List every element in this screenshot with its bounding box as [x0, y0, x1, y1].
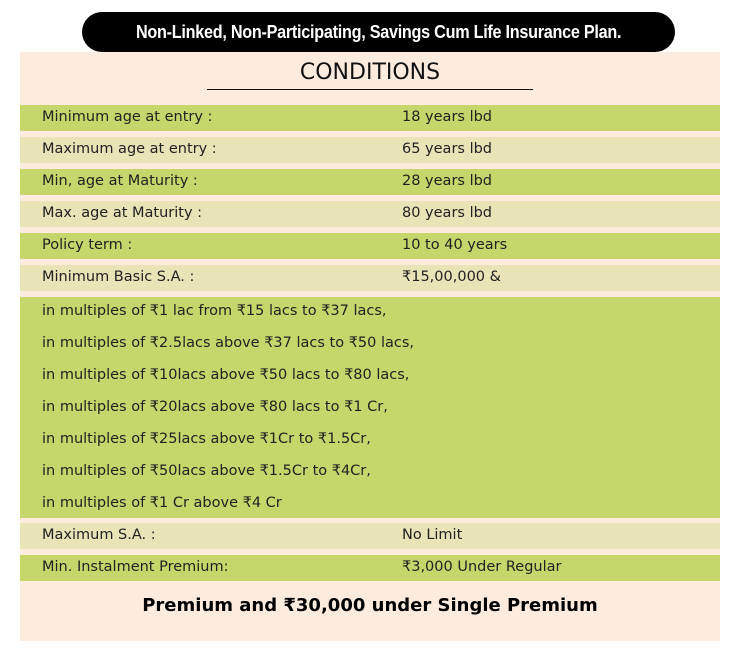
- banner-text: Non-Linked, Non-Participating, Savings C…: [135, 21, 622, 42]
- row-label: Min, age at Maturity :: [42, 173, 198, 189]
- title-underline: [207, 89, 533, 90]
- multiple-line: in multiples of ₹1 lac from ₹15 lacs to …: [42, 303, 387, 319]
- row-value: ₹3,000 Under Regular: [402, 559, 562, 575]
- row-value: ₹15,00,000 &: [402, 269, 501, 285]
- row-label: Min. Instalment Premium:: [42, 559, 229, 575]
- row-value: No Limit: [402, 527, 463, 543]
- row-value: 65 years lbd: [402, 141, 493, 157]
- row-label: Policy term :: [42, 237, 133, 253]
- row-label: Maximum age at entry :: [42, 141, 217, 157]
- condition-row: Maximum S.A. : No Limit: [20, 523, 720, 549]
- multiple-line: in multiples of ₹2.5lacs above ₹37 lacs …: [42, 335, 415, 351]
- row-value: 18 years lbd: [402, 109, 493, 125]
- multiple-line: in multiples of ₹25lacs above ₹1Cr to ₹1…: [42, 431, 371, 447]
- condition-row: Minimum age at entry : 18 years lbd: [20, 105, 720, 131]
- footer-note: Premium and ₹30,000 under Single Premium: [142, 595, 598, 616]
- plan-banner: Non-Linked, Non-Participating, Savings C…: [82, 12, 675, 52]
- row-value: 80 years lbd: [402, 205, 493, 221]
- condition-row: Min. Instalment Premium: ₹3,000 Under Reg…: [20, 555, 720, 581]
- condition-row: Maximum age at entry : 65 years lbd: [20, 137, 720, 163]
- multiple-line: in multiples of ₹20lacs above ₹80 lacs t…: [42, 399, 388, 415]
- row-label: Minimum Basic S.A. :: [42, 269, 195, 285]
- row-label: Max. age at Maturity :: [42, 205, 203, 221]
- condition-row: Minimum Basic S.A. : ₹15,00,000 &: [20, 265, 720, 291]
- conditions-panel: CONDITIONS Minimum age at entry : 18 year…: [20, 52, 720, 641]
- row-label: Maximum S.A. :: [42, 527, 156, 543]
- section-title: CONDITIONS: [299, 60, 441, 85]
- condition-row: Policy term : 10 to 40 years: [20, 233, 720, 259]
- row-value: 10 to 40 years: [402, 237, 508, 253]
- multiples-block: in multiples of ₹1 lac from ₹15 lacs to …: [20, 297, 720, 518]
- multiple-line: in multiples of ₹50lacs above ₹1.5Cr to …: [42, 463, 371, 479]
- multiple-line: in multiples of ₹10lacs above ₹50 lacs t…: [42, 367, 410, 383]
- condition-row: Max. age at Maturity : 80 years lbd: [20, 201, 720, 227]
- row-value: 28 years lbd: [402, 173, 493, 189]
- multiple-line: in multiples of ₹1 Cr above ₹4 Cr: [42, 495, 282, 511]
- condition-row: Min, age at Maturity : 28 years lbd: [20, 169, 720, 195]
- row-label: Minimum age at entry :: [42, 109, 213, 125]
